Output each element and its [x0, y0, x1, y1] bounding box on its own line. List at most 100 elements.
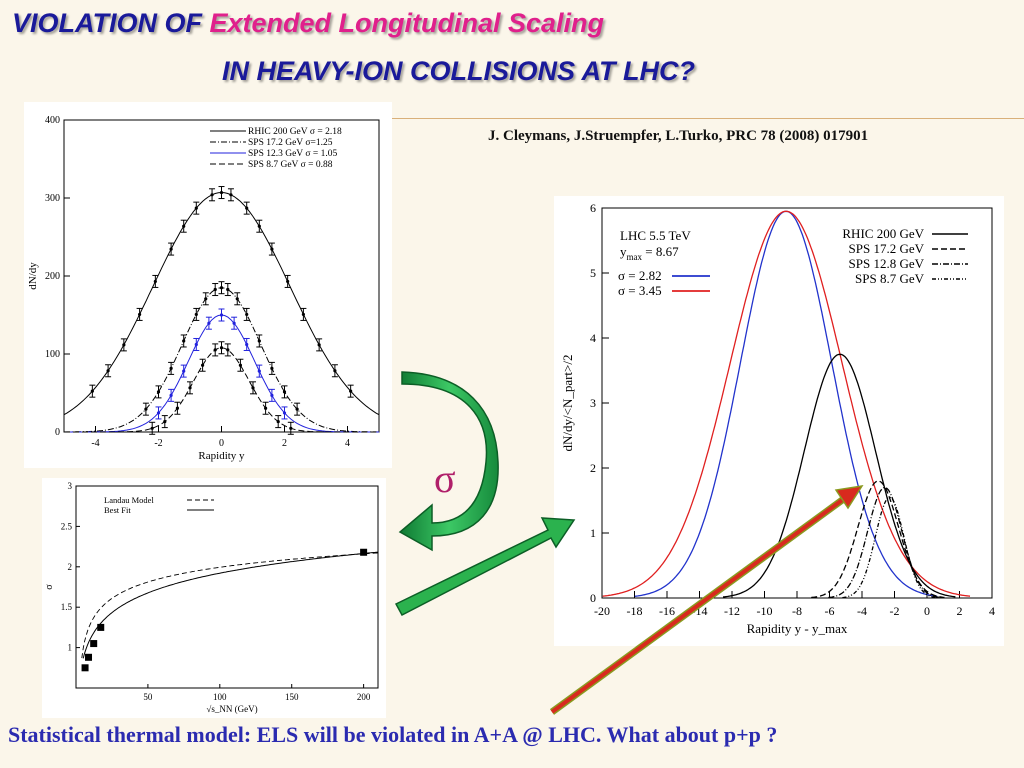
series-curve [602, 210, 971, 597]
data-point [270, 366, 274, 370]
data-point [245, 206, 249, 210]
x-tick-label: -2 [154, 438, 162, 449]
legend-label: Landau Model [104, 495, 154, 505]
data-point [175, 406, 179, 410]
data-point [257, 339, 261, 343]
data-point [235, 297, 239, 301]
data-point [182, 369, 186, 373]
y-tick-label: 1 [590, 526, 596, 540]
data-point [349, 389, 353, 393]
x-tick-label: -10 [757, 604, 773, 618]
x-tick-label: 4 [345, 438, 350, 449]
y-tick-label: 5 [590, 266, 596, 280]
data-point [150, 426, 154, 430]
data-point [163, 420, 167, 424]
y-tick-label: 100 [45, 349, 60, 360]
footer-caption: Statistical thermal model: ELS will be v… [8, 722, 778, 747]
data-point [182, 224, 186, 228]
data-point [270, 393, 274, 397]
reference-citation: J. Cleymans, J.Struempfer, L.Turko, PRC … [488, 128, 869, 144]
data-point [153, 279, 157, 284]
lhc-prediction-chart: -20 -18 -16 -14 -12 -10 -8 -6 -4 -2 0 2 4 0 1 2 3 4 5 6 Rapi… [554, 196, 1004, 646]
rapidity-chart-svg: -4 -2 0 2 4 0 100 200 300 400 Rapidity y dN/dy RHIC … [27, 115, 380, 462]
series-curve [842, 496, 937, 599]
x-tick-label: -16 [659, 604, 675, 618]
data-point [182, 339, 186, 343]
data-point [251, 386, 255, 390]
data-point [90, 640, 98, 648]
data-point [207, 321, 211, 325]
data-point [201, 363, 205, 367]
x-tick-label: -12 [724, 604, 740, 618]
data-point [97, 623, 105, 631]
sigma-chart-svg: 50 100 150 200 1 1.5 2 2.5 3 √s_NN (GeV) σ Landau M… [44, 481, 379, 714]
slide-title-line2: IN HEAVY-ION COLLISIONS AT LHC? [222, 56, 695, 86]
data-point [282, 411, 287, 415]
data-point [317, 343, 321, 347]
data-point [81, 664, 89, 672]
data-point [194, 206, 198, 210]
x-tick-label: 2 [957, 604, 963, 618]
data-point [188, 386, 192, 390]
x-tick-label: -20 [594, 604, 610, 618]
data-point [257, 369, 261, 373]
title-divider [392, 118, 1024, 119]
data-point [169, 247, 173, 251]
legend-label: SPS 17.2 GeV [849, 241, 925, 256]
data-point [245, 342, 249, 347]
data-point [90, 389, 94, 393]
x-tick-label: -4 [91, 438, 99, 449]
data-point [219, 286, 224, 290]
y-tick-label: 300 [45, 193, 60, 204]
x-tick-label: -6 [825, 604, 835, 618]
data-point [156, 390, 161, 394]
x-tick-label: -8 [792, 604, 802, 618]
data-point [232, 321, 236, 325]
y-axis-label: dN/dy [27, 262, 39, 290]
series-curve [722, 353, 956, 598]
title-highlight: Extended Longitudinal Scaling [209, 8, 605, 38]
y-axis-label: dN/dy/<N_part>/2 [560, 355, 575, 452]
x-tick-label: 0 [924, 604, 930, 618]
legend-label: σ = 3.45 [618, 283, 662, 298]
ymax-label: ymax = 8.67 [620, 244, 679, 262]
x-tick-label: 200 [357, 692, 371, 702]
title-prefix: VIOLATION OF [12, 8, 210, 38]
data-point [295, 407, 299, 411]
data-point [238, 363, 242, 367]
data-point [301, 312, 305, 317]
data-point [264, 406, 268, 410]
legend-label: σ = 2.82 [618, 268, 662, 283]
y-tick-label: 0 [55, 427, 60, 438]
legend-label: SPS 17.2 GeV σ=1.25 [248, 138, 333, 148]
data-point [245, 312, 249, 317]
y-tick-label: 2 [590, 461, 596, 475]
y-tick-label: 3 [68, 481, 73, 491]
y-tick-label: 400 [45, 115, 60, 126]
data-point [289, 426, 293, 430]
landau-curve [81, 552, 379, 659]
legend-label: RHIC 200 GeV σ = 2.18 [248, 127, 342, 137]
data-point [229, 193, 233, 197]
data-point [169, 393, 173, 397]
y-tick-label: 2.5 [61, 521, 73, 531]
lhc-energy-label: LHC 5.5 TeV [620, 228, 691, 243]
data-point [85, 653, 93, 661]
straight-green-arrow-icon [394, 517, 576, 617]
x-tick-label: -4 [857, 604, 867, 618]
legend-label: SPS 12.8 GeV [849, 256, 925, 271]
data-point [219, 313, 224, 317]
data-point [226, 287, 230, 292]
series-curve [64, 347, 379, 433]
data-point [194, 312, 198, 317]
x-tick-label: 0 [219, 438, 224, 449]
data-point [276, 420, 280, 424]
y-tick-label: 2 [68, 562, 73, 572]
y-tick-label: 1.5 [61, 602, 73, 612]
sigma-symbol: σ [434, 456, 456, 501]
slide-title-line1: VIOLATION OF Extended Longitudinal Scali… [12, 8, 604, 39]
best-fit-curve [82, 551, 379, 659]
x-axis-label: Rapidity y [198, 450, 245, 462]
data-point [219, 346, 224, 350]
